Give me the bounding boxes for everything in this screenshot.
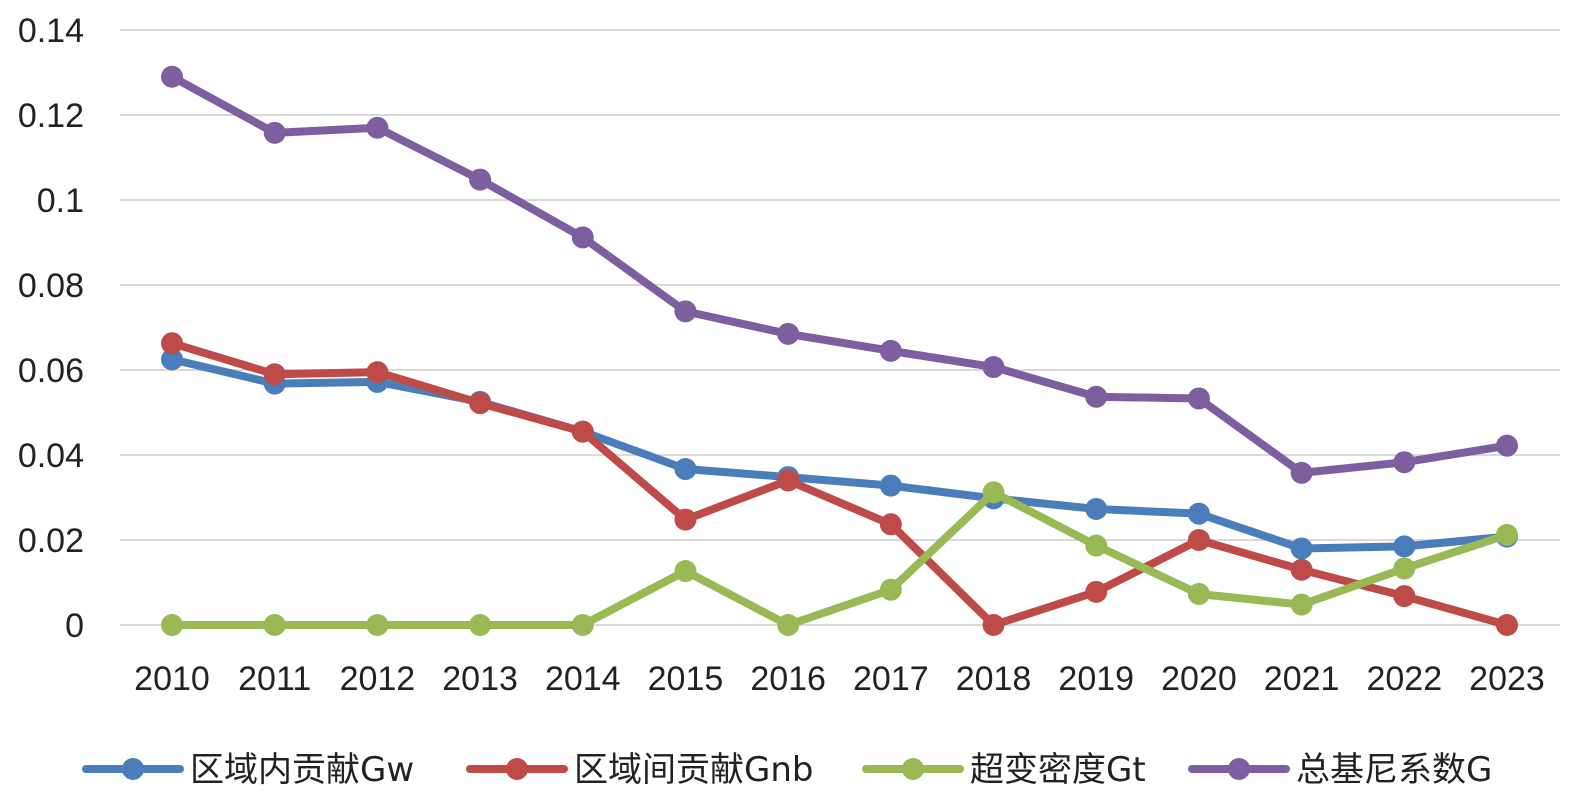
data-point	[1393, 557, 1416, 580]
x-tick-label: 2018	[956, 660, 1032, 698]
data-point	[1085, 580, 1108, 603]
y-axis-tick-labels: 0 0.02 0.04 0.06 0.08 0.1 0.12 0.14	[18, 12, 84, 645]
data-point	[879, 513, 902, 536]
legend-item: 区域间贡献Gnb	[466, 750, 813, 790]
x-tick-label: 2015	[648, 660, 724, 698]
data-point	[571, 614, 594, 636]
x-tick-label: 2016	[750, 660, 826, 698]
data-point	[1187, 582, 1210, 605]
data-point	[1496, 523, 1518, 546]
data-point	[469, 392, 492, 415]
data-point	[161, 65, 183, 88]
legend-item: 总基尼系数G	[1188, 750, 1492, 790]
x-tick-label: 2012	[340, 660, 416, 698]
legend-label: 总基尼系数G	[1296, 750, 1492, 790]
data-point	[1187, 502, 1210, 525]
series-line	[168, 488, 1511, 629]
data-point	[1290, 537, 1313, 560]
data-point	[879, 474, 902, 497]
series-3	[161, 65, 1518, 484]
y-tick-label: 0.02	[18, 522, 84, 560]
legend-swatch-marker	[902, 758, 924, 780]
series-line	[168, 339, 1511, 629]
data-point	[1393, 451, 1416, 474]
y-tick-label: 0.06	[18, 352, 84, 390]
x-axis-tick-labels: 2010 2011 2012 2013 2014 2015 2016 2017 2018 2019…	[134, 660, 1545, 698]
data-point	[366, 361, 389, 384]
legend-label: 区域间贡献Gnb	[574, 750, 813, 790]
legend-item: 超变密度Gt	[862, 750, 1146, 790]
data-point	[469, 614, 492, 636]
data-point	[1290, 558, 1313, 581]
gridlines	[120, 29, 1560, 626]
legend-label: 区域内贡献Gw	[190, 750, 414, 790]
x-tick-label: 2014	[545, 660, 621, 698]
data-point	[674, 560, 697, 583]
data-point	[1496, 614, 1518, 636]
data-point	[1496, 434, 1518, 457]
data-point	[1085, 385, 1108, 408]
data-point	[777, 469, 800, 492]
data-point	[674, 508, 697, 531]
data-point	[263, 121, 286, 144]
data-point	[571, 420, 594, 443]
legend-label: 超变密度Gt	[970, 750, 1146, 790]
legend-swatch-marker	[1228, 758, 1250, 780]
x-tick-label: 2010	[134, 660, 210, 698]
data-point	[366, 116, 389, 139]
x-tick-label: 2022	[1366, 660, 1442, 698]
x-tick-label: 2020	[1161, 660, 1237, 698]
data-point	[1393, 535, 1416, 558]
data-point	[1290, 461, 1313, 484]
data-point	[263, 614, 286, 636]
data-point	[1393, 585, 1416, 608]
y-tick-label: 0.04	[18, 437, 84, 475]
data-point	[1290, 593, 1313, 616]
data-point	[879, 578, 902, 601]
data-point	[982, 614, 1005, 636]
data-point	[1187, 387, 1210, 410]
legend-swatch-marker	[506, 758, 528, 780]
data-point	[161, 614, 183, 636]
y-tick-label: 0.14	[18, 12, 84, 50]
x-tick-label: 2011	[238, 660, 311, 698]
data-point	[1187, 529, 1210, 551]
series-2	[161, 481, 1518, 636]
legend-item: 区域内贡献Gw	[82, 750, 414, 790]
data-point	[982, 481, 1005, 504]
y-tick-label: 0	[65, 607, 84, 645]
series-0	[161, 348, 1518, 560]
x-tick-label: 2017	[853, 660, 929, 698]
data-point	[161, 348, 183, 371]
series-1	[161, 332, 1518, 636]
series-lines	[161, 65, 1518, 636]
x-tick-label: 2023	[1469, 660, 1545, 698]
series-line	[168, 355, 1511, 553]
data-point	[777, 322, 800, 345]
data-point	[1085, 534, 1108, 557]
data-point	[571, 226, 594, 249]
data-point	[161, 332, 183, 355]
legend: 区域内贡献Gw 区域间贡献Gnb 超变密度Gt 总基尼系数G	[82, 750, 1492, 790]
data-point	[674, 458, 697, 481]
data-point	[366, 614, 389, 636]
x-tick-label: 2021	[1264, 660, 1340, 698]
data-point	[982, 356, 1005, 379]
x-tick-label: 2019	[1058, 660, 1134, 698]
y-tick-label: 0.1	[37, 182, 84, 220]
data-point	[469, 168, 492, 191]
data-point	[674, 300, 697, 323]
data-point	[777, 614, 800, 636]
data-point	[263, 363, 286, 386]
x-tick-label: 2013	[442, 660, 518, 698]
legend-swatch-marker	[122, 758, 144, 780]
y-tick-label: 0.12	[18, 97, 84, 135]
data-point	[879, 339, 902, 362]
series-line	[168, 72, 1511, 477]
data-point	[1085, 497, 1108, 520]
y-tick-label: 0.08	[18, 267, 84, 305]
